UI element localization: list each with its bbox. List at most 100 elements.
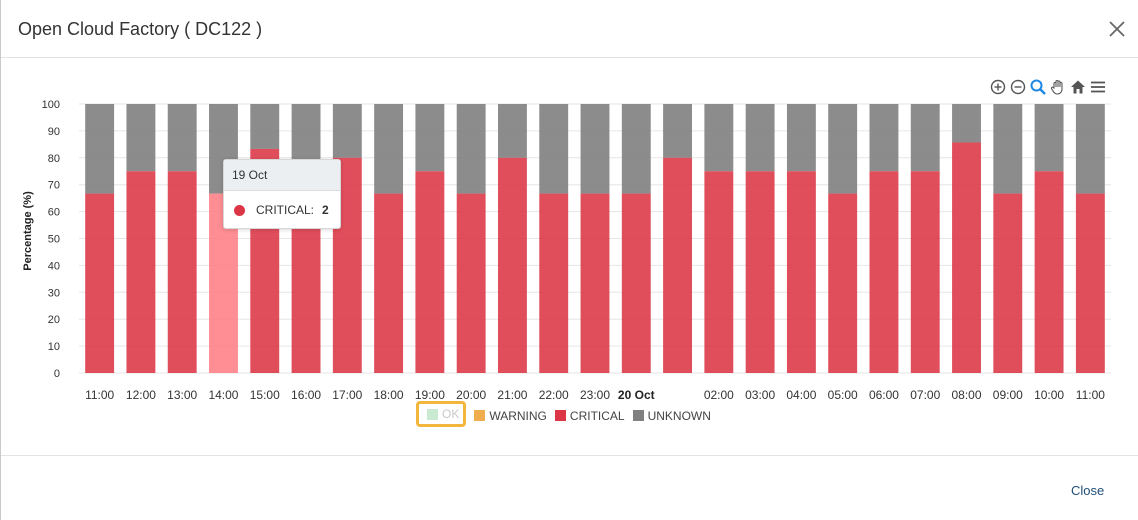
close-button[interactable]: Close	[1071, 483, 1105, 498]
bar-unknown[interactable]	[456, 104, 486, 194]
bar-critical[interactable]	[704, 171, 734, 373]
x-tick-label: 21:00	[497, 388, 527, 402]
bar-critical[interactable]	[952, 142, 981, 373]
modal-footer: Close	[1, 455, 1138, 520]
bar-critical[interactable]	[456, 193, 486, 373]
legend-label-critical: CRITICAL	[569, 408, 625, 423]
legend-swatch-unknown	[632, 410, 644, 421]
bar-unknown[interactable]	[1034, 104, 1064, 172]
selection-zoom-icon[interactable]	[1029, 78, 1047, 96]
x-tick-label: 08:00	[952, 388, 982, 402]
bar-unknown[interactable]	[869, 104, 899, 172]
bar-unknown[interactable]	[167, 104, 197, 172]
bar-unknown[interactable]	[539, 104, 569, 194]
bar-unknown[interactable]	[828, 104, 858, 194]
bar-unknown[interactable]	[374, 104, 404, 194]
bar-unknown[interactable]	[952, 104, 981, 143]
y-axis-label: Percentage (%)	[22, 191, 34, 271]
bars	[85, 104, 1105, 373]
chart-toolbar	[989, 78, 1107, 96]
x-tick-label: 06:00	[869, 388, 899, 402]
bar-unknown[interactable]	[85, 104, 115, 194]
y-axis-ticks: 0 10 20 30 40 50 60 70 80 90 100	[42, 99, 60, 380]
x-tick-label: 11:00	[1076, 388, 1105, 402]
bar-critical[interactable]	[993, 193, 1023, 373]
zoom-out-icon[interactable]	[1009, 78, 1027, 96]
bar-critical[interactable]	[910, 171, 940, 373]
bar-unknown[interactable]	[745, 104, 775, 172]
tooltip-body: CRITICAL: 2	[224, 191, 340, 229]
modal-header: Open Cloud Factory ( DC122 )	[1, 0, 1138, 58]
legend-item-warning[interactable]: WARNING	[474, 409, 547, 423]
bar-unknown[interactable]	[250, 104, 280, 149]
x-tick-label: 22:00	[539, 388, 569, 402]
bar-critical[interactable]	[497, 157, 527, 373]
bar-critical[interactable]	[1075, 193, 1105, 373]
legend-item-unknown[interactable]: UNKNOWN	[632, 409, 711, 423]
x-tick-label: 23:00	[580, 388, 610, 402]
x-tick-label: 02:00	[704, 388, 734, 402]
bar-unknown[interactable]	[621, 104, 651, 194]
x-tick-label: 07:00	[910, 388, 940, 402]
x-tick-label: 19:00	[415, 388, 445, 402]
x-tick-label: 14:00	[208, 388, 238, 402]
bar-critical[interactable]	[869, 171, 899, 373]
zoom-in-icon[interactable]	[989, 78, 1007, 96]
bar-critical[interactable]	[85, 193, 115, 373]
x-tick-label: 04:00	[786, 388, 816, 402]
close-icon[interactable]	[1105, 17, 1129, 41]
bar-critical[interactable]	[745, 171, 775, 373]
x-tick-label: 13:00	[167, 388, 197, 402]
bar-unknown[interactable]	[332, 104, 362, 158]
bar-critical[interactable]	[539, 193, 569, 373]
bar-unknown[interactable]	[786, 104, 816, 172]
bar-critical[interactable]	[126, 171, 156, 373]
bar-critical[interactable]	[786, 171, 816, 373]
x-tick-label: 05:00	[828, 388, 858, 402]
y-tick-label: 90	[48, 126, 60, 138]
tooltip-value: 2	[322, 203, 329, 217]
menu-icon[interactable]	[1089, 78, 1107, 96]
x-tick-label: 09:00	[993, 388, 1023, 402]
x-tick-label: 12:00	[126, 388, 156, 402]
legend-label-warning: WARNING	[489, 408, 547, 423]
bar-unknown[interactable]	[663, 104, 693, 158]
bar-unknown[interactable]	[415, 104, 445, 172]
bar-critical[interactable]	[1034, 171, 1064, 373]
y-tick-label: 30	[48, 287, 60, 299]
y-tick-label: 20	[48, 314, 60, 326]
bar-critical[interactable]	[621, 193, 651, 373]
reset-home-icon[interactable]	[1069, 78, 1087, 96]
y-tick-label: 50	[48, 234, 60, 246]
y-tick-label: 70	[48, 180, 60, 192]
y-tick-label: 80	[48, 153, 60, 165]
y-tick-label: 0	[54, 368, 60, 380]
stacked-bar-chart: 0 10 20 30 40 50 60 70 80 90 100 11:00 12:00 13:00 14…	[22, 99, 1111, 402]
bar-unknown[interactable]	[580, 104, 610, 194]
bar-unknown[interactable]	[1075, 104, 1105, 194]
bar-critical[interactable]	[580, 193, 610, 373]
bar-unknown[interactable]	[704, 104, 734, 172]
legend-label-ok: OK	[442, 407, 460, 421]
chart-tooltip: 19 Oct CRITICAL: 2	[223, 159, 341, 229]
bar-unknown[interactable]	[497, 104, 527, 158]
bar-critical[interactable]	[374, 193, 404, 373]
bar-critical[interactable]	[828, 193, 858, 373]
bar-critical[interactable]	[663, 157, 693, 373]
x-tick-label: 20 Oct	[618, 388, 655, 402]
bar-unknown[interactable]	[910, 104, 940, 172]
tooltip-series-name: CRITICAL:	[256, 203, 315, 217]
x-tick-label: 20:00	[456, 388, 486, 402]
y-tick-label: 10	[48, 341, 60, 353]
bar-critical[interactable]	[167, 171, 197, 373]
bar-critical[interactable]	[415, 171, 445, 373]
x-tick-label: 18:00	[374, 388, 404, 402]
y-tick-label: 60	[48, 207, 60, 219]
x-tick-label: 17:00	[332, 388, 362, 402]
legend-item-ok[interactable]: OK	[416, 401, 467, 427]
bar-unknown[interactable]	[126, 104, 156, 172]
legend-swatch-critical	[554, 410, 566, 421]
pan-icon[interactable]	[1049, 78, 1067, 96]
bar-unknown[interactable]	[993, 104, 1023, 194]
legend-item-critical[interactable]: CRITICAL	[554, 408, 625, 423]
